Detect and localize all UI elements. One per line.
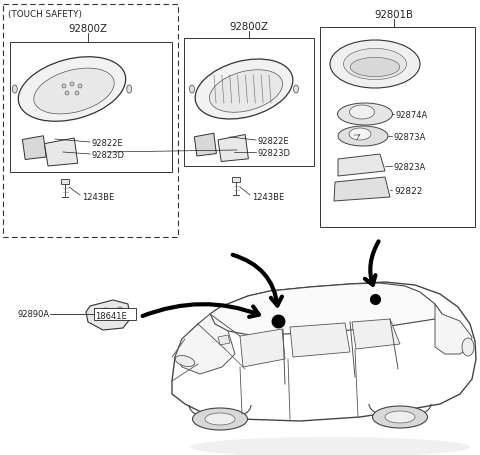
Text: 18641E: 18641E — [95, 312, 127, 321]
Bar — [94, 308, 136, 320]
Text: 92801B: 92801B — [374, 10, 413, 20]
Ellipse shape — [349, 106, 374, 120]
Ellipse shape — [349, 129, 371, 141]
Ellipse shape — [175, 356, 195, 367]
FancyArrowPatch shape — [365, 242, 379, 285]
Ellipse shape — [34, 69, 114, 115]
FancyArrowPatch shape — [233, 255, 282, 306]
Ellipse shape — [98, 308, 114, 320]
Bar — [3, 5, 178, 238]
FancyArrowPatch shape — [143, 304, 259, 317]
Polygon shape — [175, 314, 235, 374]
Bar — [232, 177, 240, 182]
Ellipse shape — [372, 406, 428, 428]
Text: 92822E: 92822E — [92, 138, 124, 147]
Polygon shape — [218, 135, 249, 162]
Text: 92873A: 92873A — [394, 132, 426, 141]
Bar — [320, 28, 475, 228]
Circle shape — [62, 85, 66, 89]
Text: 92823D: 92823D — [92, 150, 125, 159]
Polygon shape — [172, 283, 476, 421]
Text: 92822: 92822 — [394, 186, 422, 195]
Circle shape — [75, 92, 79, 96]
Ellipse shape — [195, 60, 293, 120]
Text: (TOUCH SAFETY): (TOUCH SAFETY) — [8, 10, 82, 19]
Polygon shape — [290, 324, 350, 357]
Bar — [10, 43, 172, 172]
Polygon shape — [210, 283, 442, 335]
Polygon shape — [352, 319, 400, 349]
Text: 1243BE: 1243BE — [252, 192, 284, 201]
Ellipse shape — [337, 104, 393, 126]
Text: 92890A: 92890A — [18, 310, 50, 319]
Polygon shape — [435, 304, 472, 354]
Ellipse shape — [205, 413, 235, 425]
Bar — [184, 39, 314, 167]
Ellipse shape — [338, 127, 388, 147]
Polygon shape — [23, 136, 46, 160]
Ellipse shape — [209, 71, 283, 113]
Polygon shape — [334, 177, 390, 202]
Ellipse shape — [350, 58, 400, 77]
Text: 92822E: 92822E — [258, 136, 289, 145]
Ellipse shape — [330, 41, 420, 89]
Ellipse shape — [127, 86, 132, 94]
Polygon shape — [86, 300, 130, 330]
Ellipse shape — [190, 437, 470, 455]
Circle shape — [65, 92, 69, 96]
Polygon shape — [45, 139, 78, 167]
Ellipse shape — [293, 86, 299, 94]
Circle shape — [70, 83, 74, 87]
Polygon shape — [218, 335, 230, 345]
Polygon shape — [338, 155, 385, 177]
Polygon shape — [194, 134, 216, 157]
Polygon shape — [240, 329, 285, 367]
Circle shape — [78, 85, 82, 89]
Ellipse shape — [12, 86, 17, 94]
Ellipse shape — [18, 58, 126, 122]
Ellipse shape — [462, 338, 474, 356]
Ellipse shape — [385, 411, 415, 423]
Text: 92823D: 92823D — [258, 148, 291, 157]
Text: 1243BE: 1243BE — [82, 192, 114, 201]
Text: 92823A: 92823A — [394, 162, 426, 171]
Ellipse shape — [192, 408, 248, 430]
Text: 92800Z: 92800Z — [229, 22, 268, 32]
Text: 92800Z: 92800Z — [69, 24, 108, 34]
Text: 92874A: 92874A — [396, 110, 428, 119]
Ellipse shape — [190, 86, 194, 94]
Bar — [61, 180, 69, 185]
Circle shape — [117, 307, 123, 313]
Ellipse shape — [344, 49, 407, 81]
